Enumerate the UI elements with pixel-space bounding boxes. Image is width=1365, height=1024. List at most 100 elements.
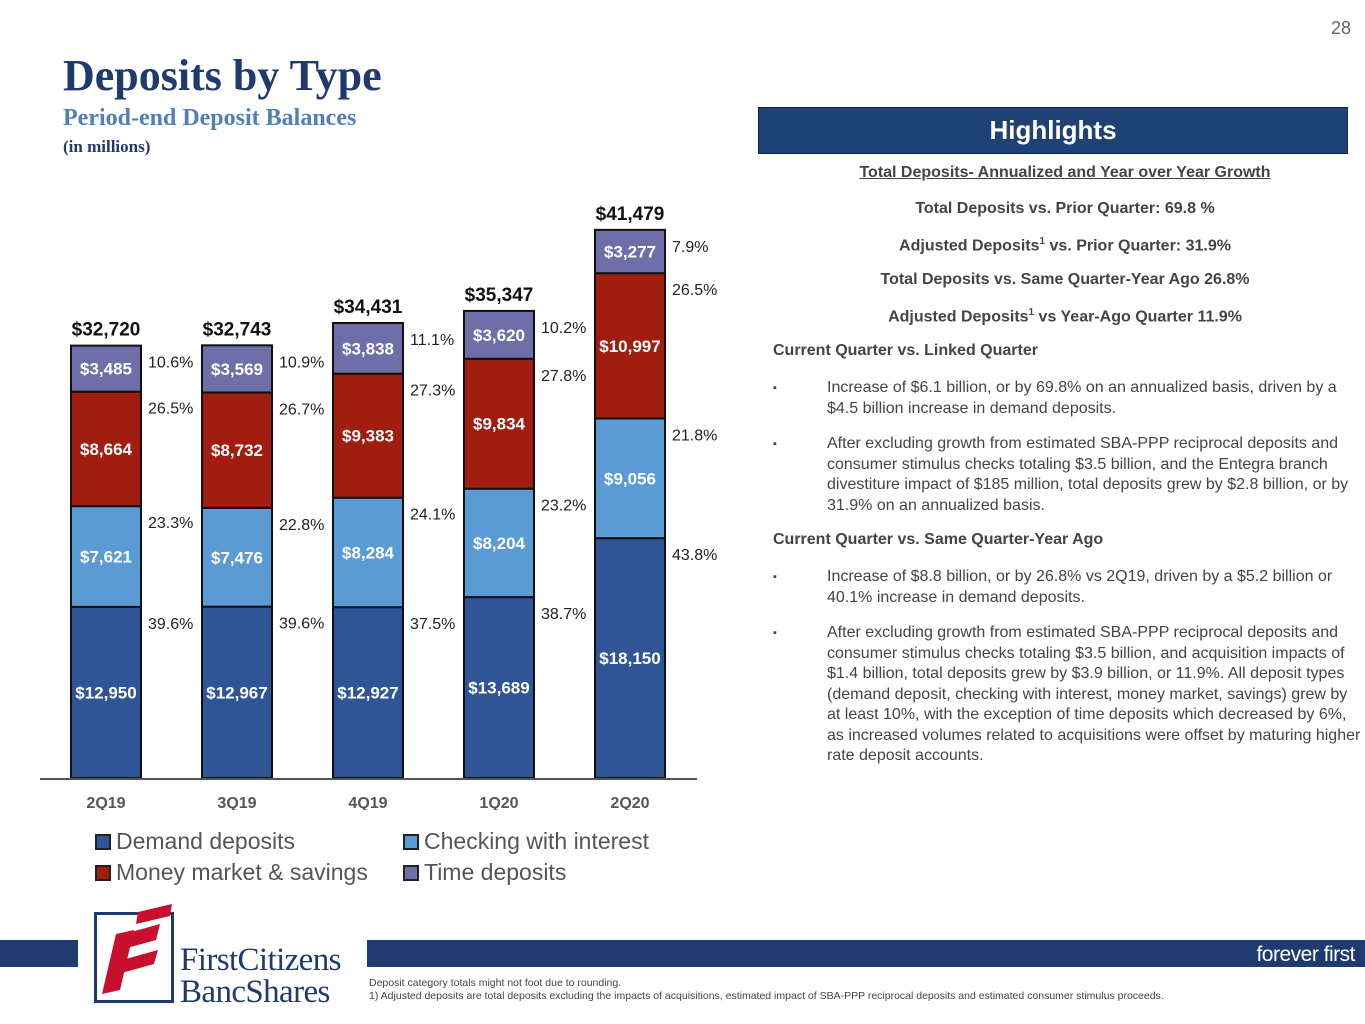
- legend-label-demand: Demand deposits: [116, 828, 295, 854]
- bar-value-label: $7,621: [80, 548, 132, 567]
- bar-segment-checking-with-interest-3q19: [201, 506, 273, 608]
- page-number: 28: [1330, 18, 1351, 38]
- bullet-linked-2: ▪ After excluding growth from estimated …: [773, 434, 1363, 516]
- bar-percent-label: 38.7%: [541, 606, 586, 623]
- growth-line-4-sup: 1: [1028, 307, 1035, 318]
- x-tick-label: 2Q20: [610, 795, 649, 810]
- bar-value-label: $8,284: [342, 543, 395, 562]
- bar-segment-time-deposits-2q19: [70, 344, 142, 393]
- tagline: forever first: [1256, 943, 1355, 966]
- bar-value-label: $7,476: [211, 548, 263, 567]
- bar-total-label: $35,347: [465, 285, 534, 306]
- bar-percent-label: 23.2%: [541, 498, 586, 515]
- page-subtitle: Period-end Deposit Balances: [63, 105, 357, 131]
- bar-value-label: $12,927: [337, 684, 398, 703]
- bar-percent-label: 7.9%: [672, 239, 708, 256]
- bullet-year-ago-1: ▪ Increase of $8.8 billion, or by 26.8% …: [773, 567, 1363, 608]
- bar-percent-label: 39.6%: [279, 616, 324, 633]
- bullet-mark: ▪: [773, 627, 777, 639]
- bar-percent-label: 24.1%: [410, 507, 455, 524]
- growth-line-3-text: Total Deposits vs. Same Quarter-Year Ago…: [880, 271, 1250, 288]
- bar-percent-label: 27.8%: [541, 368, 586, 385]
- bar-segment-demand-deposits-2q20: [594, 537, 666, 779]
- growth-line-1-text: Total Deposits vs. Prior Quarter: 69.8 %: [915, 200, 1215, 217]
- x-tick-label: 1Q20: [479, 795, 518, 810]
- bar-segment-money-market-savings-1q20: [463, 357, 535, 490]
- legend-swatch-checking: [403, 833, 419, 850]
- bar-value-label: $3,620: [473, 326, 525, 345]
- bar-percent-label: 10.9%: [279, 354, 324, 371]
- legend-swatch-demand: [95, 833, 111, 850]
- bar-value-label: $12,950: [75, 683, 136, 702]
- growth-line-2-post: vs. Prior Quarter: 31.9%: [1045, 237, 1231, 255]
- section-heading-linked-quarter: Current Quarter vs. Linked Quarter: [773, 342, 1038, 359]
- bar-value-label: $18,150: [599, 649, 660, 668]
- deposits-stacked-bar-chart: $12,950 39.6% $7,621 23.3% $8,664 26.5% $3,485…: [40, 204, 717, 810]
- growth-title: Total Deposits- Annualized and Year over…: [859, 164, 1271, 181]
- footnote-rounding: Deposit category totals might not foot d…: [369, 977, 622, 989]
- bar-percent-label: 27.3%: [410, 383, 455, 400]
- legend-item-money-market: Money market & savings: [95, 859, 368, 886]
- legend-swatch-money-market: [95, 864, 111, 881]
- bar-segment-time-deposits-4q19: [332, 322, 404, 375]
- bar-segment-time-deposits-2q20: [594, 228, 666, 275]
- bullet-linked-1: ▪ Increase of $6.1 billion, or by 69.8% …: [773, 378, 1363, 419]
- legend-item-time-deposits: Time deposits: [403, 859, 566, 886]
- bar-percent-label: 11.1%: [410, 332, 454, 349]
- legend-label-checking: Checking with interest: [424, 828, 649, 854]
- bar-percent-label: 10.6%: [148, 355, 193, 372]
- bar-total-label: $32,743: [203, 319, 272, 340]
- bar-value-label: $3,569: [211, 360, 263, 379]
- footer-bar-left: [0, 940, 78, 967]
- bar-value-label: $8,664: [80, 440, 133, 459]
- bar-segment-money-market-savings-2q20: [594, 272, 666, 420]
- bar-percent-label: 26.7%: [279, 401, 324, 418]
- bar-value-label: $3,485: [80, 360, 132, 379]
- growth-line-4-pre: Adjusted Deposits: [888, 308, 1029, 326]
- bullet-mark: ▪: [773, 438, 777, 450]
- section-heading-year-ago: Current Quarter vs. Same Quarter-Year Ag…: [773, 531, 1104, 548]
- bar-total-label: $32,720: [72, 320, 141, 341]
- growth-line-3: Total Deposits vs. Same Quarter-Year Ago…: [765, 271, 1365, 289]
- bar-percent-label: 39.6%: [148, 616, 193, 633]
- logo-text-line2: BancShares: [180, 974, 330, 1010]
- bullet-year-ago-2: ▪ After excluding growth from estimated …: [773, 623, 1363, 767]
- bullet-text: After excluding growth from estimated SB…: [827, 624, 1361, 764]
- bar-segment-checking-with-interest-2q20: [594, 417, 666, 540]
- bar-value-label: $3,277: [604, 243, 656, 262]
- x-tick-label: 3Q19: [217, 795, 256, 810]
- footer-bar: [367, 940, 1365, 967]
- bar-percent-label: 10.2%: [541, 320, 586, 337]
- bar-percent-label: 22.8%: [279, 517, 324, 534]
- bar-value-label: $12,967: [206, 683, 267, 702]
- bar-value-label: $9,383: [342, 427, 394, 446]
- growth-line-2: Adjusted Deposits1 vs. Prior Quarter: 31…: [765, 236, 1365, 255]
- bar-percent-label: 21.8%: [672, 427, 717, 444]
- bar-segment-money-market-savings-4q19: [332, 372, 404, 499]
- bullet-mark: ▪: [773, 382, 777, 394]
- bullet-mark: ▪: [773, 571, 777, 583]
- bar-value-label: $3,838: [342, 339, 394, 358]
- x-tick-label: 4Q19: [348, 795, 387, 810]
- logo-text-line1: FirstCitizens: [180, 942, 341, 978]
- bullet-text: Increase of $8.8 billion, or by 26.8% vs…: [827, 568, 1333, 606]
- units-note: (in millions): [63, 137, 151, 156]
- bar-percent-label: 26.5%: [672, 282, 717, 299]
- growth-line-4: Adjusted Deposits1 vs Year-Ago Quarter 1…: [765, 307, 1365, 326]
- bullet-text: Increase of $6.1 billion, or by 69.8% on…: [827, 379, 1337, 417]
- legend-item-demand-deposits: Demand deposits: [95, 828, 295, 855]
- legend-swatch-time: [403, 864, 419, 881]
- bar-percent-label: 26.5%: [148, 401, 193, 418]
- legend-label-money-market: Money market & savings: [116, 859, 368, 885]
- bullet-text: After excluding growth from estimated SB…: [827, 435, 1349, 514]
- flag-logo-icon: [94, 904, 174, 1003]
- bar-value-label: $9,834: [473, 415, 526, 434]
- bar-segment-checking-with-interest-4q19: [332, 496, 404, 609]
- growth-line-4-post: vs Year-Ago Quarter 11.9%: [1034, 308, 1242, 326]
- page-title: Deposits by Type: [63, 51, 382, 100]
- bar-segment-checking-with-interest-2q19: [70, 505, 142, 608]
- growth-line-2-sup: 1: [1039, 236, 1046, 247]
- bar-total-label: $41,479: [596, 204, 665, 225]
- bar-value-label: $8,204: [473, 534, 526, 553]
- bar-percent-label: 23.3%: [148, 515, 193, 532]
